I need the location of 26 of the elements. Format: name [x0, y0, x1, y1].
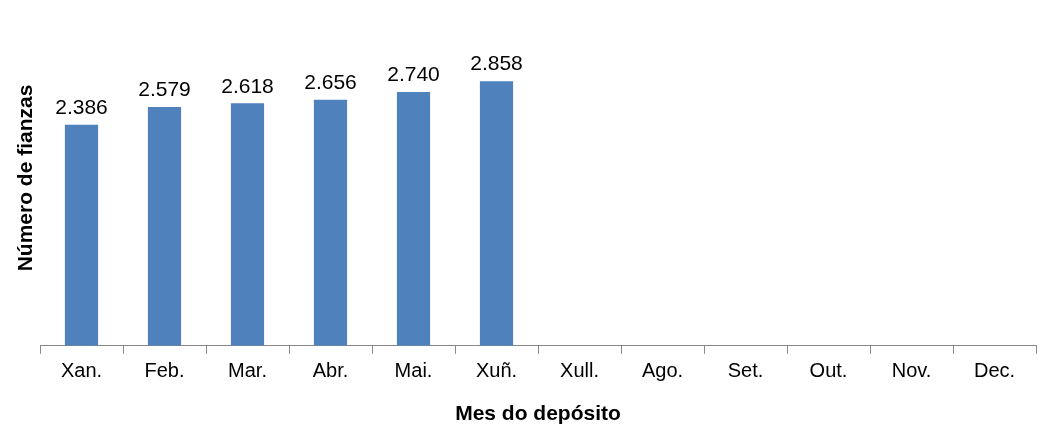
x-tick-label: Out.: [809, 359, 848, 382]
data-label: 2.656: [304, 70, 357, 94]
x-tick-label: Set.: [727, 359, 764, 382]
data-label: 2.740: [387, 62, 440, 86]
data-label: 2.618: [221, 73, 274, 97]
bar: [64, 124, 99, 346]
y-axis-title: Número de fianzas: [13, 84, 37, 272]
data-label: 2.386: [55, 95, 108, 119]
bar: [396, 92, 431, 346]
x-tick-label: Ago.: [641, 359, 684, 382]
x-tick-label: Abr.: [312, 359, 349, 382]
x-axis-title: Mes do depósito: [455, 401, 621, 425]
data-label: 2.579: [138, 77, 191, 101]
x-tick-label: Xan.: [60, 359, 103, 382]
bar: [230, 103, 265, 346]
x-tick-label: Xuñ.: [475, 359, 518, 382]
bar: [147, 106, 182, 346]
x-tick-label: Dec.: [973, 359, 1016, 382]
bar: [313, 99, 348, 346]
bar: [479, 81, 514, 346]
x-tick-label: Mai.: [394, 359, 433, 382]
data-label: 2.858: [470, 51, 523, 75]
x-tick-label: Nov.: [891, 359, 932, 382]
x-tick-label: Xull.: [560, 359, 599, 382]
x-tick-label: Feb.: [144, 359, 185, 382]
x-tick-label: Mar.: [228, 359, 267, 382]
